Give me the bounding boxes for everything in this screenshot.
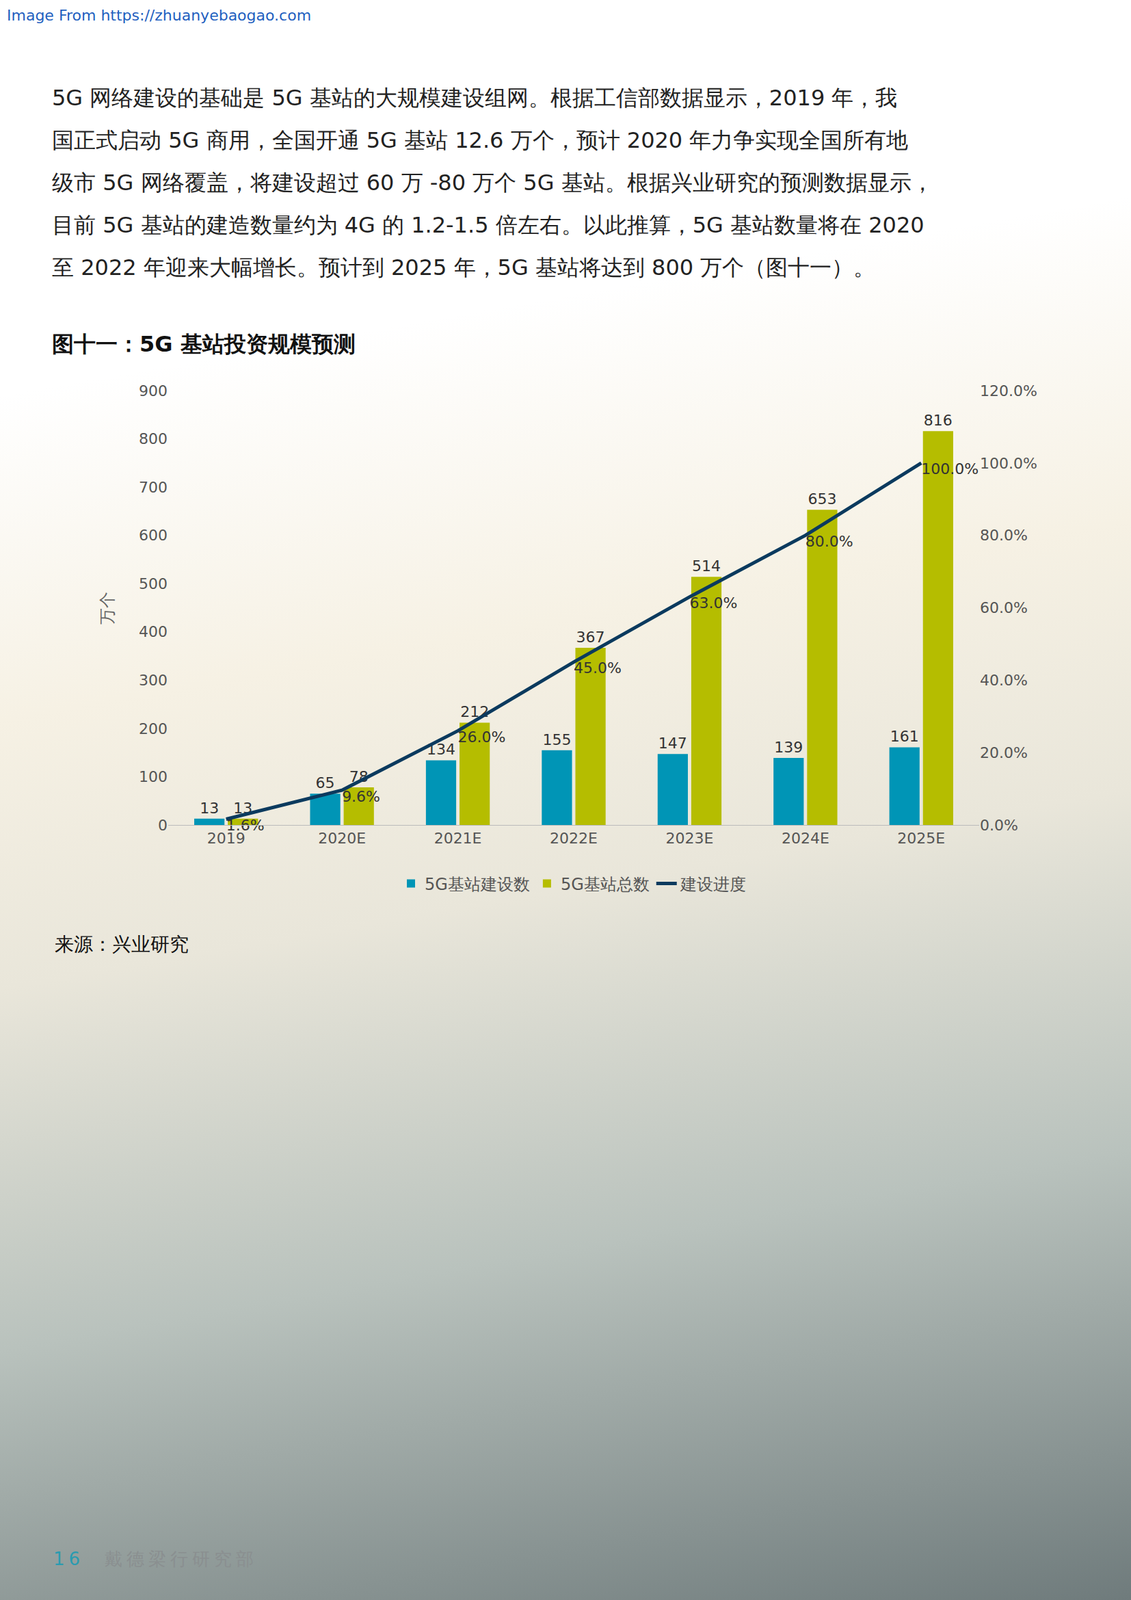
svg-text:80.0%: 80.0% (805, 532, 854, 550)
svg-text:2022E: 2022E (549, 829, 598, 847)
html-text:16: 16 (53, 1548, 85, 1569)
html-text:图十一：5G 基站投资规模预测: 图十一：5G 基站投资规模预测 (51, 330, 356, 357)
html-text:国正式启动 5G 商用，全国开通 5G 基站 12.6 万个: 国正式启动 5G 商用，全国开通 5G 基站 12.6 万个，预计 2020 年… (51, 127, 909, 154)
svg-text:100: 100 (138, 767, 168, 785)
svg-text:212: 212 (460, 702, 489, 721)
svg-text:900: 900 (138, 382, 168, 400)
svg-text:45.0%: 45.0% (573, 659, 622, 677)
svg-text:2021E: 2021E (434, 829, 483, 847)
svg-text:万个: 万个 (97, 591, 117, 625)
svg-text:147: 147 (658, 734, 688, 752)
svg-text:500: 500 (138, 575, 168, 593)
html-text:戴德梁行研究部: 戴德梁行研究部 (104, 1548, 258, 1569)
svg-text:26.0%: 26.0% (458, 728, 507, 746)
svg-text:0.0%: 0.0% (979, 816, 1019, 834)
svg-text:700: 700 (138, 478, 168, 496)
svg-text:139: 139 (774, 738, 803, 756)
svg-text:9.6%: 9.6% (341, 787, 381, 805)
svg-text:367: 367 (576, 628, 606, 646)
svg-text:65: 65 (315, 774, 336, 792)
svg-text:200: 200 (138, 720, 168, 738)
svg-text:20.0%: 20.0% (979, 743, 1028, 762)
svg-text:120.0%: 120.0% (979, 382, 1038, 400)
html-text:来源：兴业研究: 来源：兴业研究 (54, 932, 189, 956)
svg-text:0: 0 (157, 816, 168, 834)
svg-text:653: 653 (807, 490, 837, 508)
svg-text:400: 400 (138, 622, 168, 641)
svg-text:300: 300 (138, 671, 168, 689)
svg-text:161: 161 (890, 727, 920, 745)
svg-text:134: 134 (426, 740, 456, 758)
svg-text:2025E: 2025E (897, 829, 946, 847)
svg-text:80.0%: 80.0% (979, 526, 1028, 544)
html-text:5G 网络建设的基础是 5G 基站的大规模建设组网。根据工信: 5G 网络建设的基础是 5G 基站的大规模建设组网。根据工信部数据显示，2019… (51, 84, 898, 111)
svg-text:2023E: 2023E (665, 829, 714, 847)
svg-text:514: 514 (692, 557, 721, 575)
svg-text:600: 600 (138, 526, 168, 544)
svg-text:816: 816 (923, 411, 953, 429)
svg-text:155: 155 (542, 730, 571, 749)
svg-text:800: 800 (138, 430, 168, 448)
svg-text:5G基站建设数: 5G基站建设数 (424, 874, 530, 894)
svg-text:5G基站总数: 5G基站总数 (560, 874, 650, 894)
svg-text:1.6%: 1.6% (226, 816, 265, 834)
svg-text:78: 78 (349, 767, 369, 785)
svg-text:40.0%: 40.0% (979, 671, 1028, 689)
svg-text:13: 13 (199, 799, 219, 817)
html-text:目前 5G 基站的建造数量约为 4G 的 1.2-1.5 倍: 目前 5G 基站的建造数量约为 4G 的 1.2-1.5 倍左右。以此推算，5G… (51, 211, 925, 238)
svg-text:2019: 2019 (207, 829, 246, 847)
html-text:级市 5G 网络覆盖，将建设超过 60 万 -80 万个 5: 级市 5G 网络覆盖，将建设超过 60 万 -80 万个 5G 基站。根据兴业研… (51, 169, 934, 196)
svg-text:100.0%: 100.0% (979, 454, 1038, 472)
svg-text:100.0%: 100.0% (921, 460, 979, 478)
html-text:至 2022 年迎来大幅增长。预计到 2025 年，5G 基: 至 2022 年迎来大幅增长。预计到 2025 年，5G 基站将达到 800 万… (51, 254, 876, 281)
html-text:Image From https://zhuanyebaog: Image From https://zhuanyebaogao.com (6, 6, 312, 24)
svg-text:60.0%: 60.0% (979, 599, 1028, 617)
svg-text:63.0%: 63.0% (689, 594, 738, 612)
svg-text:13: 13 (233, 799, 253, 817)
svg-text:建设进度: 建设进度 (679, 874, 747, 894)
svg-text:2020E: 2020E (317, 829, 366, 847)
svg-text:2024E: 2024E (781, 829, 830, 847)
